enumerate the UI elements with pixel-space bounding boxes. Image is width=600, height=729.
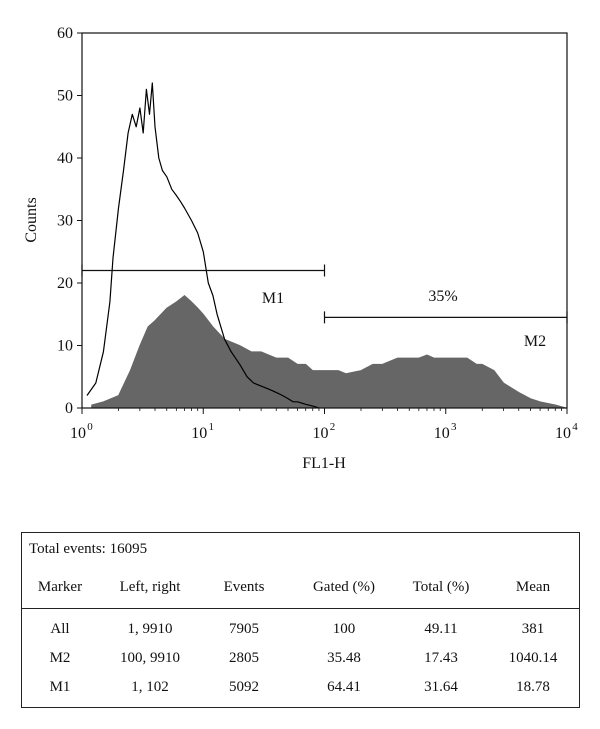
y-tick-label: 0 [65, 400, 73, 417]
cell-gated: 100 [332, 621, 356, 637]
marker-gates: M1 35% M2 [81, 264, 568, 350]
header-events: Events [223, 579, 265, 595]
y-tick-label: 60 [57, 25, 73, 42]
cell-mean: 1040.14 [508, 650, 558, 666]
m2-percent-label: 35% [428, 288, 457, 305]
y-tick-label: 10 [57, 338, 73, 355]
header-total: Total (%) [412, 579, 470, 595]
cell-mean: 18.78 [516, 679, 550, 695]
header-mean: Mean [515, 579, 551, 595]
y-axis-label: Counts [23, 197, 40, 242]
m1-label: M1 [262, 290, 284, 307]
outline-series-line [86, 82, 320, 409]
x-tick-exponent: 2 [330, 421, 336, 433]
table-row: M2 100, 9910 2805 35.48 17.43 1040.14 [22, 650, 579, 674]
table-header: Marker Left, right Events Gated (%) Tota… [22, 579, 579, 605]
table-row: All 1, 9910 7905 100 49.11 381 [22, 621, 579, 645]
x-tick-label: 10 [434, 425, 450, 442]
statistics-table: Total events: 16095 Marker Left, right E… [21, 532, 580, 708]
x-tick-label: 10 [555, 425, 571, 442]
y-tick-label: 50 [57, 88, 73, 105]
total-events-label: Total events: 16095 [29, 541, 148, 557]
x-tick-exponent: 1 [209, 421, 215, 433]
cell-events: 2805 [229, 650, 259, 666]
cell-events: 7905 [229, 621, 259, 637]
x-axis-label: FL1-H [302, 455, 346, 472]
x-tick-exponent: 3 [451, 421, 457, 433]
y-tick-label: 40 [57, 150, 73, 167]
filled-histogram-series [91, 294, 567, 409]
header-marker: Marker [37, 579, 83, 595]
filled-series-area [91, 294, 567, 409]
x-tick-label: 10 [191, 425, 207, 442]
cell-events: 5092 [229, 679, 259, 695]
outline-histogram-series [86, 82, 320, 409]
m2-label: M2 [524, 333, 546, 350]
cell-marker: M1 [49, 679, 71, 695]
cell-gated: 35.48 [327, 650, 361, 666]
y-tick-label: 20 [57, 275, 73, 292]
table-row: M1 1, 102 5092 64.41 31.64 18.78 [22, 679, 579, 703]
y-axis-ticks: 0 10 20 30 40 50 60 [57, 25, 82, 417]
cell-total: 31.64 [424, 679, 458, 695]
x-tick-exponent: 4 [572, 421, 578, 433]
cell-gated: 64.41 [327, 679, 361, 695]
cell-marker: M2 [49, 650, 71, 666]
cell-mean: 381 [521, 621, 545, 637]
cell-marker: All [50, 621, 70, 637]
y-tick-label: 30 [57, 213, 73, 230]
header-left-right: Left, right [119, 579, 181, 595]
x-axis-ticks: 10 0 10 1 10 2 10 3 10 4 [70, 408, 578, 442]
x-tick-exponent: 0 [87, 421, 93, 433]
x-tick-label: 10 [70, 425, 86, 442]
cell-left-right: 1, 102 [131, 679, 169, 695]
cell-left-right: 100, 9910 [120, 650, 180, 666]
cell-total: 17.43 [424, 650, 458, 666]
header-gated: Gated (%) [312, 579, 376, 595]
x-tick-label: 10 [313, 425, 329, 442]
cell-total: 49.11 [424, 621, 458, 637]
header-divider [22, 608, 579, 609]
cell-left-right: 1, 9910 [127, 621, 173, 637]
